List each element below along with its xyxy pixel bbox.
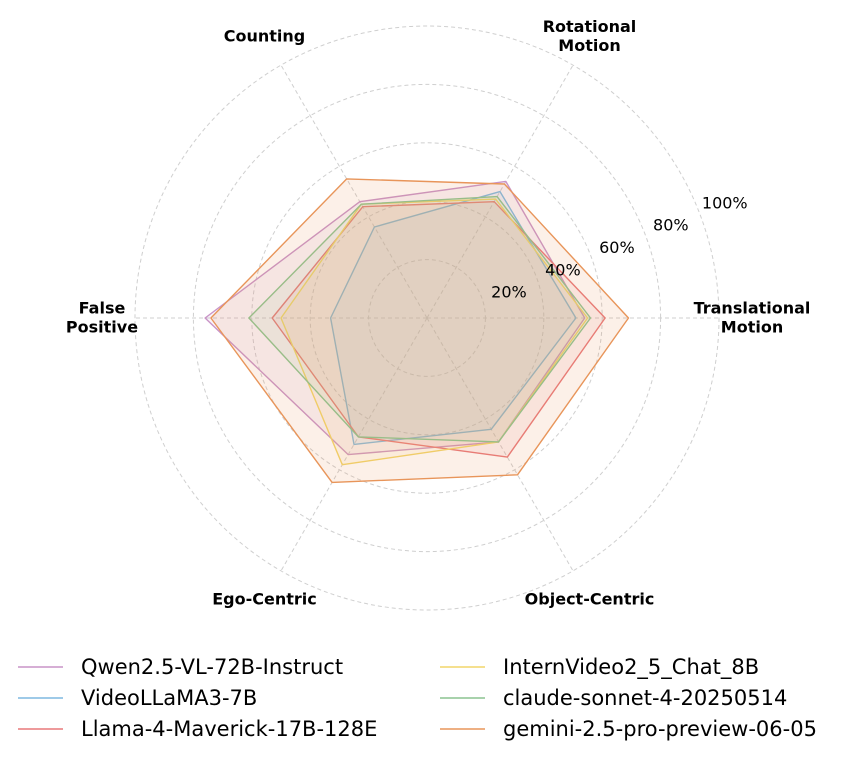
axis-label-2: Counting (224, 27, 306, 46)
axis-label-0-line-0: Translational (694, 299, 811, 318)
legend: Qwen2.5-VL-72B-Instruct VideoLLaMA3-7B Lla… (18, 655, 817, 741)
axis-label-3-line-1: Positive (66, 318, 138, 337)
legend-label-2: Llama-4-Maverick-17B-128E (81, 717, 377, 741)
axis-label-2-line-0: Counting (224, 27, 306, 46)
tick-label-3: 80% (653, 216, 689, 235)
grid (134, 25, 720, 611)
axis-label-1-line-0: Rotational (543, 17, 637, 36)
axis-label-5: Object-Centric (525, 589, 655, 608)
series-group (204, 178, 630, 484)
tick-label-2: 60% (599, 238, 635, 257)
legend-item-4: claude-sonnet-4-20250514 (440, 686, 787, 710)
legend-label-1: VideoLLaMA3-7B (81, 686, 257, 710)
legend-item-5: gemini-2.5-pro-preview-06-05 (440, 717, 817, 741)
legend-item-1: VideoLLaMA3-7B (18, 686, 257, 710)
axis-label-3-line-0: False (79, 299, 126, 318)
tick-label-1: 40% (545, 260, 581, 279)
axis-label-0: Translational Motion (694, 299, 811, 337)
legend-item-0: Qwen2.5-VL-72B-Instruct (18, 655, 343, 679)
axis-label-5-line-0: Object-Centric (525, 589, 655, 608)
grid-ring-1 (309, 200, 545, 436)
axis-label-4: Ego-Centric (212, 589, 317, 608)
grid-ring-4 (134, 25, 720, 611)
legend-label-3: InternVideo2_5_Chat_8B (503, 655, 759, 680)
axis-label-0-line-1: Motion (721, 318, 783, 337)
series-5-polygon (210, 178, 630, 484)
series-1-polygon (329, 190, 577, 446)
axis-label-1-line-1: Motion (558, 36, 620, 55)
legend-label-4: claude-sonnet-4-20250514 (503, 686, 787, 710)
tick-label-0: 20% (491, 283, 527, 302)
series-4-polygon (248, 195, 592, 443)
legend-item-2: Llama-4-Maverick-17B-128E (18, 717, 377, 741)
axis-label-4-line-0: Ego-Centric (212, 589, 317, 608)
tick-label-4: 100% (702, 193, 748, 212)
axis-label-3: False Positive (66, 299, 138, 337)
series-2-polygon (271, 200, 606, 458)
legend-item-3: InternVideo2_5_Chat_8B (440, 655, 759, 680)
tick-labels: 20% 40% 60% 80% 100% (491, 193, 747, 301)
legend-label-5: gemini-2.5-pro-preview-06-05 (503, 717, 817, 741)
axis-label-1: Rotational Motion (543, 17, 637, 55)
legend-label-0: Qwen2.5-VL-72B-Instruct (81, 655, 343, 679)
